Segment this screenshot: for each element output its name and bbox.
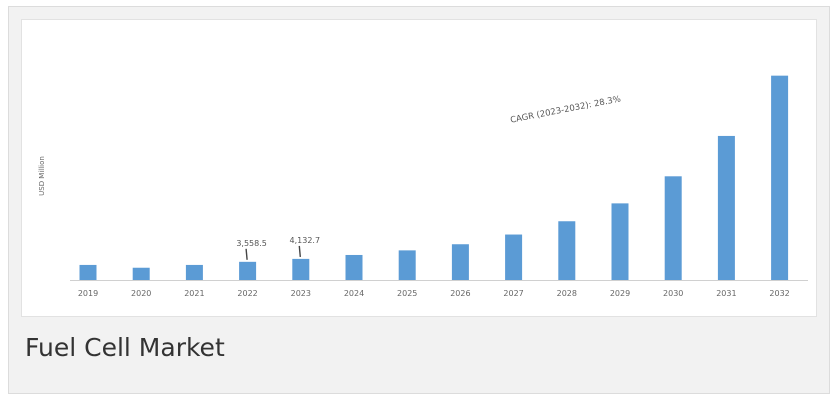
x-tick-label-2024: 2024 [344, 289, 364, 298]
bar-2022 [239, 262, 256, 280]
chart-frame: USD Million 2019 2020 2021 2022 2023 2024 2025 2… [21, 19, 817, 317]
bar-2025 [399, 250, 416, 280]
x-tick-label-2021: 2021 [184, 289, 204, 298]
bar-2030 [665, 176, 682, 280]
data-label-leader-2022 [246, 249, 247, 260]
x-tick-label-2028: 2028 [557, 289, 577, 298]
x-tick-label-2026: 2026 [450, 289, 470, 298]
x-tick-label-2025: 2025 [397, 289, 417, 298]
bar-2019 [80, 265, 97, 280]
bar-2021 [186, 265, 203, 280]
cagr-annotation: CAGR (2023-2032): 28.3% [510, 94, 622, 125]
chart-card: USD Million 2019 2020 2021 2022 2023 2024 2025 2… [8, 6, 830, 394]
bar-2032 [771, 76, 788, 280]
x-tick-label-2023: 2023 [291, 289, 311, 298]
bar-2023 [292, 259, 309, 280]
bar-2020 [133, 268, 150, 280]
x-tick-label-2019: 2019 [78, 289, 98, 298]
bar-2026 [452, 244, 469, 280]
data-label-2022: 3,558.5 [236, 239, 267, 248]
x-tick-label-2032: 2032 [769, 289, 789, 298]
data-label-leader-2023 [299, 246, 300, 257]
data-label-2023: 4,132.7 [290, 236, 321, 245]
x-tick-label-2029: 2029 [610, 289, 630, 298]
bar-2031 [718, 136, 735, 280]
bar-2029 [612, 203, 629, 280]
bar-2027 [505, 235, 522, 280]
x-tick-label-2020: 2020 [131, 289, 151, 298]
bar-2028 [558, 221, 575, 280]
x-tick-label-2027: 2027 [503, 289, 523, 298]
y-axis-label: USD Million [38, 156, 46, 196]
x-tick-label-2030: 2030 [663, 289, 683, 298]
x-tick-label-2031: 2031 [716, 289, 736, 298]
chart-caption: Fuel Cell Market [25, 333, 225, 362]
x-tick-label-2022: 2022 [237, 289, 257, 298]
bar-chart: USD Million 2019 2020 2021 2022 2023 2024 2025 2… [22, 20, 818, 318]
bar-2024 [346, 255, 363, 280]
